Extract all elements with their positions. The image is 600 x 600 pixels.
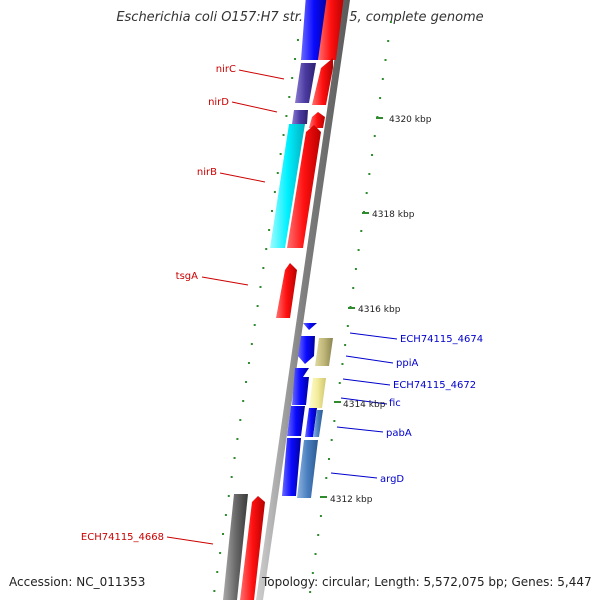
leader-nirD [231,101,278,113]
gene-arrow-ppiA-blue [298,336,315,364]
gene-arrow-pabA-blue-a [287,406,305,436]
label-tsgA: tsgA [176,271,198,282]
gene-arrow-4672-blue [292,368,309,405]
genome-backbone [256,0,350,600]
leader-nirC [238,69,285,80]
forward-strand-features [240,0,344,600]
accession-text: Accession: NC_011353 [9,575,146,589]
reverse-strand-features [223,0,333,600]
gene-arrow-ECH74115_4668-grey [223,494,248,600]
gene-arrow-argD-steel [297,440,318,498]
tick-label-4314: 4314 kbp [343,400,386,410]
gene-arrow-nirC-purple [295,63,316,103]
right-gene-labels: ECH74115_4674 ppiA ECH74115_4672 fic pab… [330,332,483,485]
left-gene-labels: nirC nirD nirB tsgA ECH74115_4668 [81,64,285,545]
gene-arrow-pabA-blue-b [305,408,317,437]
leader-fic [340,397,388,405]
tick-label-4318: 4318 kbp [372,210,415,220]
gene-arrow-nirD-purple [292,110,308,124]
label-nirC: nirC [216,64,236,75]
gene-arrow-nirD [309,112,325,128]
label-ppiA: ppiA [396,358,418,369]
leader-ECH74115_4674 [349,332,398,340]
gene-arrow-top-red [318,0,344,60]
label-nirD: nirD [208,97,229,108]
gene-arrow-4674 [303,323,317,330]
inner-scale-ring [213,39,299,592]
label-pabA: pabA [386,428,412,439]
scale-tick-labels: 4320 kbp 4318 kbp 4316 kbp 4314 kbp 4312… [320,115,432,505]
gene-arrow-nirB [287,125,321,248]
tick-label-4320: 4320 kbp [389,115,432,125]
leader-pabA [336,426,384,433]
gene-arrow-argD-blue [282,438,301,496]
label-ECH74115_4672: ECH74115_4672 [393,380,476,391]
label-nirB: nirB [197,167,217,178]
gene-arrow-top-blue [301,0,327,60]
label-fic: fic [389,398,401,409]
topology-text: Topology: circular; Length: 5,572,075 bp… [262,575,592,589]
leader-argD [330,472,378,479]
leader-tsgA [201,276,249,286]
label-argD: argD [380,474,404,485]
gene-arrow-ECH74115_4668 [240,496,265,600]
gene-arrow-ppiA-tan [315,338,333,366]
leader-ppiA [345,355,394,364]
label-ECH74115_4668: ECH74115_4668 [81,532,164,543]
leader-ECH74115_4668 [166,536,214,545]
leader-ECH74115_4672 [342,378,391,386]
leader-nirB [219,172,266,183]
tick-label-4312: 4312 kbp [330,495,373,505]
gene-arrow-fic [309,378,326,408]
label-ECH74115_4674: ECH74115_4674 [400,334,483,345]
tick-label-4316: 4316 kbp [358,305,401,315]
gene-arrow-nirC [312,58,333,105]
gene-arrow-tsgA [276,263,297,318]
gene-arrow-nirB-cyan [270,124,305,248]
gene-arrow-pabA-steel [313,410,323,437]
